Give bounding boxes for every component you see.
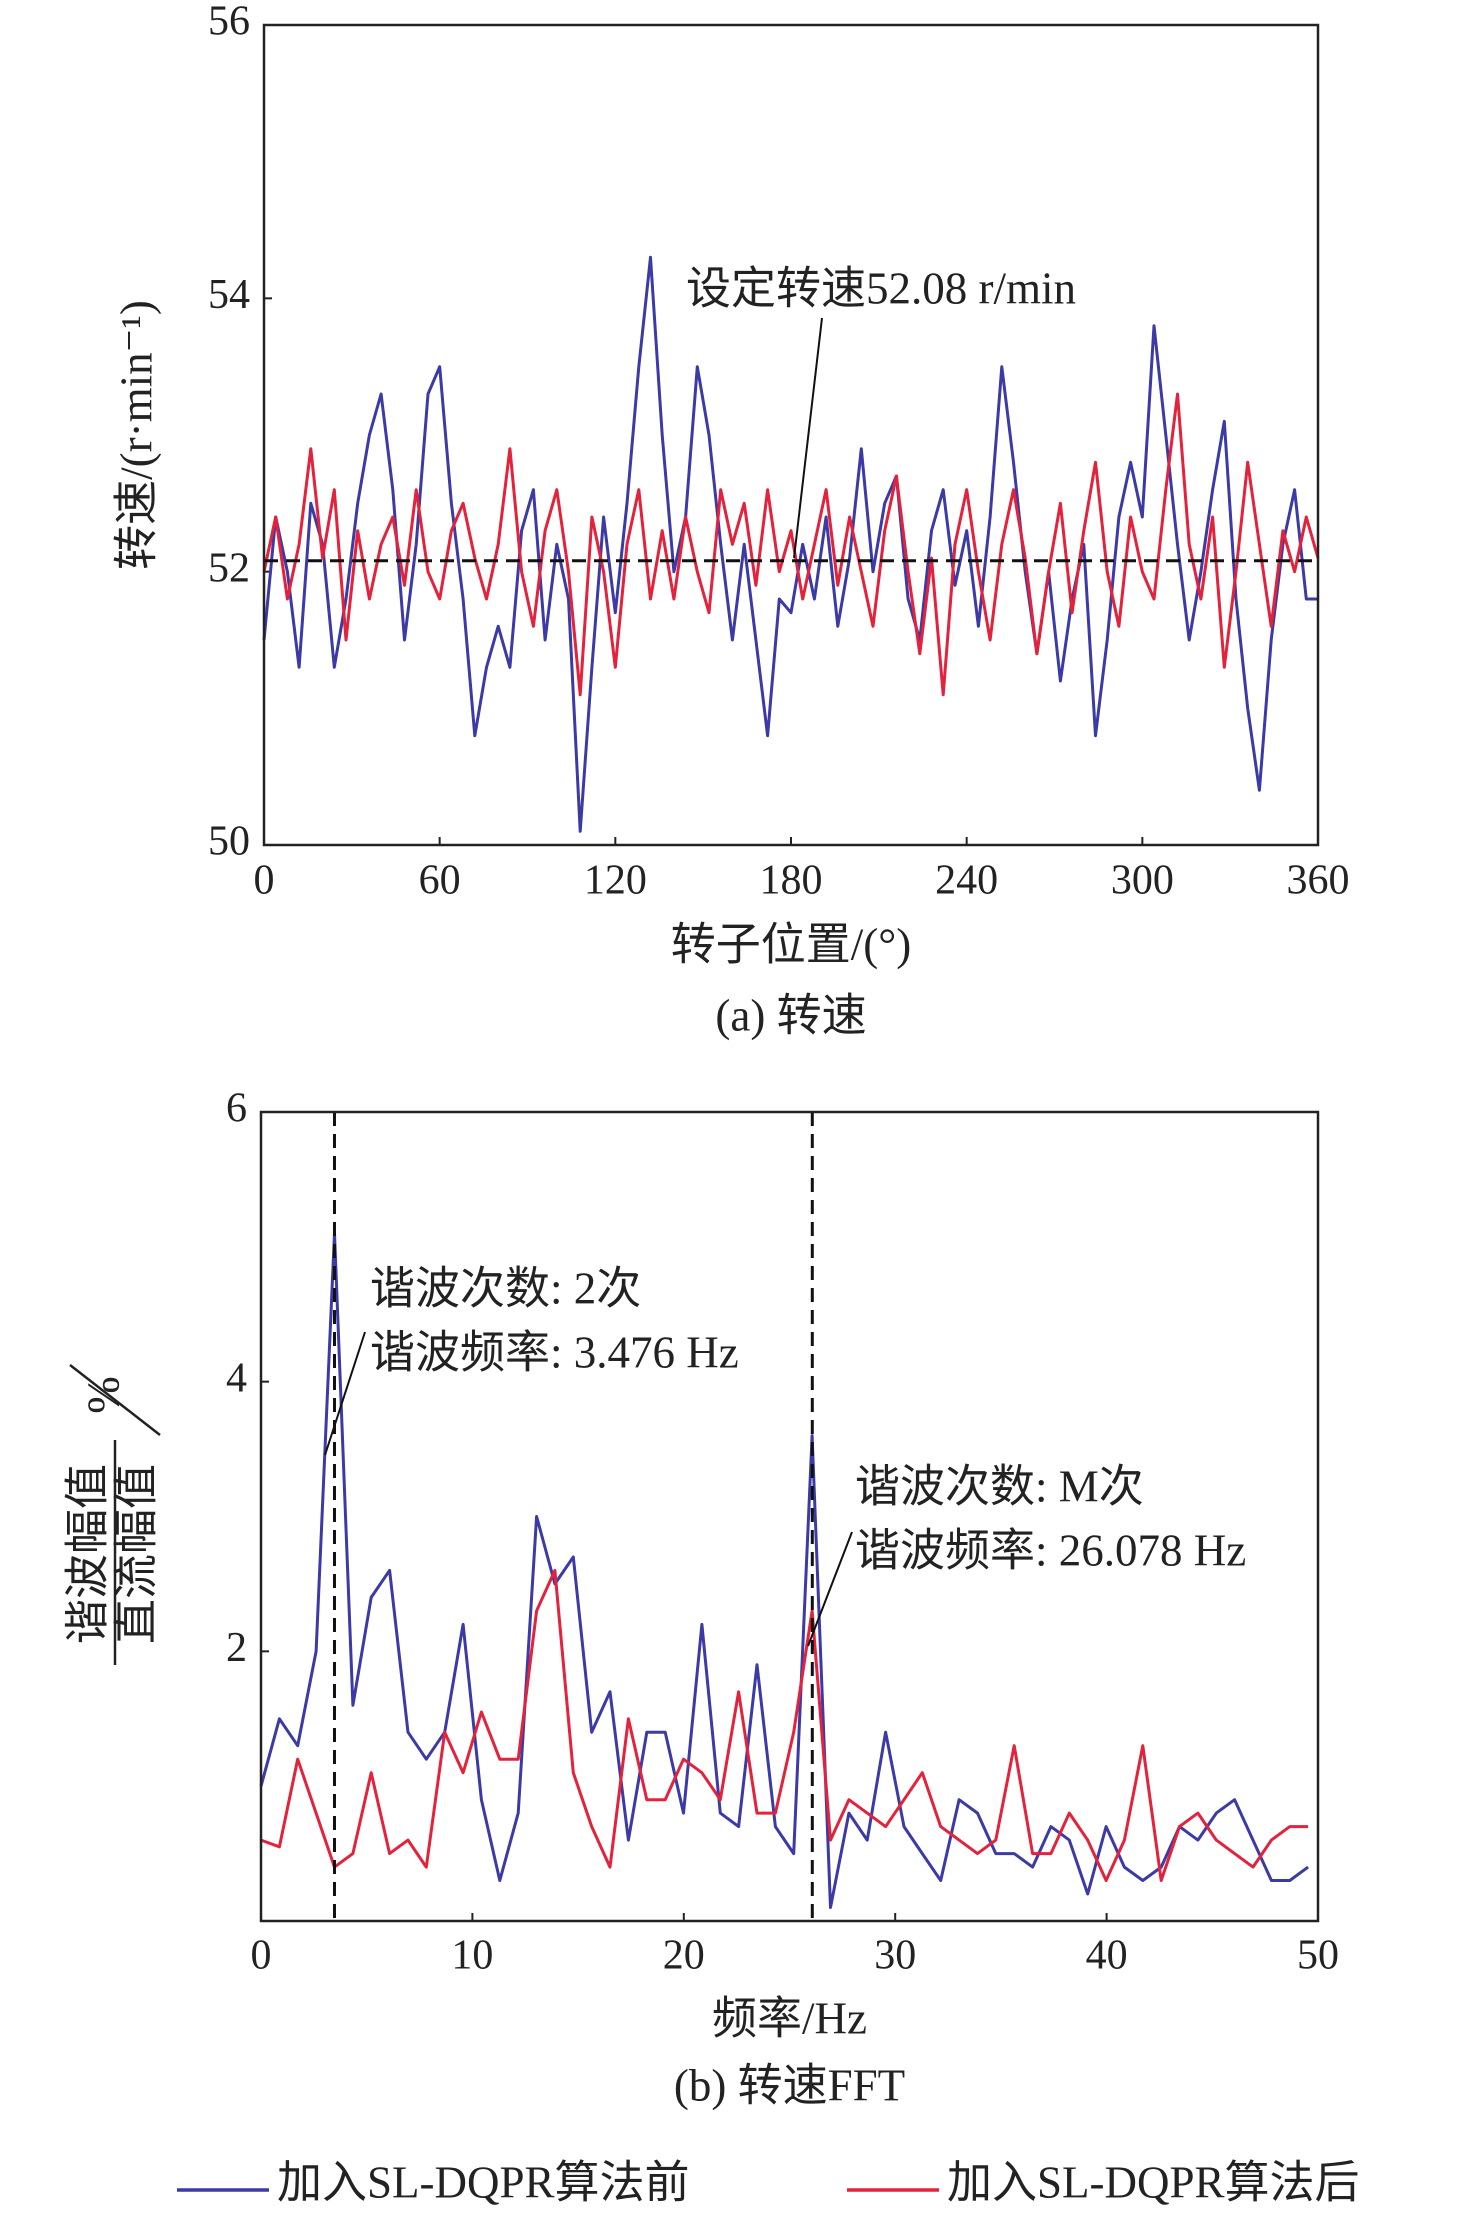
- leader-line: [793, 317, 823, 559]
- y-axis-label-unit: %: [78, 1376, 128, 1414]
- y-tick-label: 52: [208, 545, 250, 591]
- data-line: [262, 392, 1320, 697]
- plot-frame: [262, 23, 1320, 847]
- plot-frame: [259, 1110, 1320, 1923]
- x-tick-label: 120: [584, 858, 647, 904]
- x-tick-label: 10: [451, 1933, 493, 1979]
- x-axis-label: 转子位置/(°): [671, 919, 911, 969]
- y-tick-label: 54: [208, 272, 250, 318]
- data-line: [260, 1568, 1309, 1882]
- y-tick-label: 6: [226, 1086, 247, 1132]
- x-tick-label: 240: [935, 858, 998, 904]
- caption: (a) 转速: [715, 990, 866, 1040]
- x-tick-label: 30: [874, 1933, 916, 1979]
- leader-line: [807, 1531, 853, 1647]
- x-tick-label: 50: [1297, 1933, 1339, 1979]
- legend-label: 加入SL-DQPR算法前: [277, 2157, 690, 2207]
- caption: (b) 转速FFT: [674, 2060, 905, 2110]
- y-tick-label: 4: [226, 1355, 247, 1401]
- x-axis-label: 频率/Hz: [712, 1993, 867, 2043]
- unit-slash: [69, 1364, 161, 1436]
- x-tick-label: 20: [663, 1933, 705, 1979]
- data-line: [259, 1231, 1309, 1909]
- annotation: 设定转速52.08 r/min: [686, 263, 1076, 313]
- y-tick-label: 56: [208, 0, 250, 45]
- y-axis-label: 谐波幅值 直流幅值%: [62, 1364, 161, 1665]
- y-axis-label-numerator: 谐波幅值: [62, 1464, 112, 1644]
- annotation: 谐波次数: M次: [855, 1461, 1144, 1511]
- y-tick-label: 50: [208, 819, 250, 865]
- legend-label: 加入SL-DQPR算法后: [947, 2157, 1360, 2207]
- x-tick-label: 60: [419, 858, 461, 904]
- x-tick-label: 180: [760, 858, 823, 904]
- x-tick-label: 0: [251, 1933, 272, 1979]
- leader-line: [324, 1331, 366, 1456]
- annotation: 谐波频率: 3.476 Hz: [370, 1327, 739, 1377]
- x-tick-label: 360: [1287, 858, 1350, 904]
- x-tick-label: 0: [254, 858, 275, 904]
- annotation: 谐波次数: 2次: [370, 1263, 641, 1313]
- x-tick-label: 40: [1086, 1933, 1128, 1979]
- y-axis-label: 转速/(r·min⁻¹): [111, 300, 161, 570]
- annotation: 谐波频率: 26.078 Hz: [855, 1525, 1246, 1575]
- data-line: [262, 255, 1318, 833]
- y-tick-label: 2: [226, 1625, 247, 1671]
- x-tick-label: 300: [1111, 858, 1174, 904]
- y-axis-label-denominator: 直流幅值: [111, 1464, 161, 1644]
